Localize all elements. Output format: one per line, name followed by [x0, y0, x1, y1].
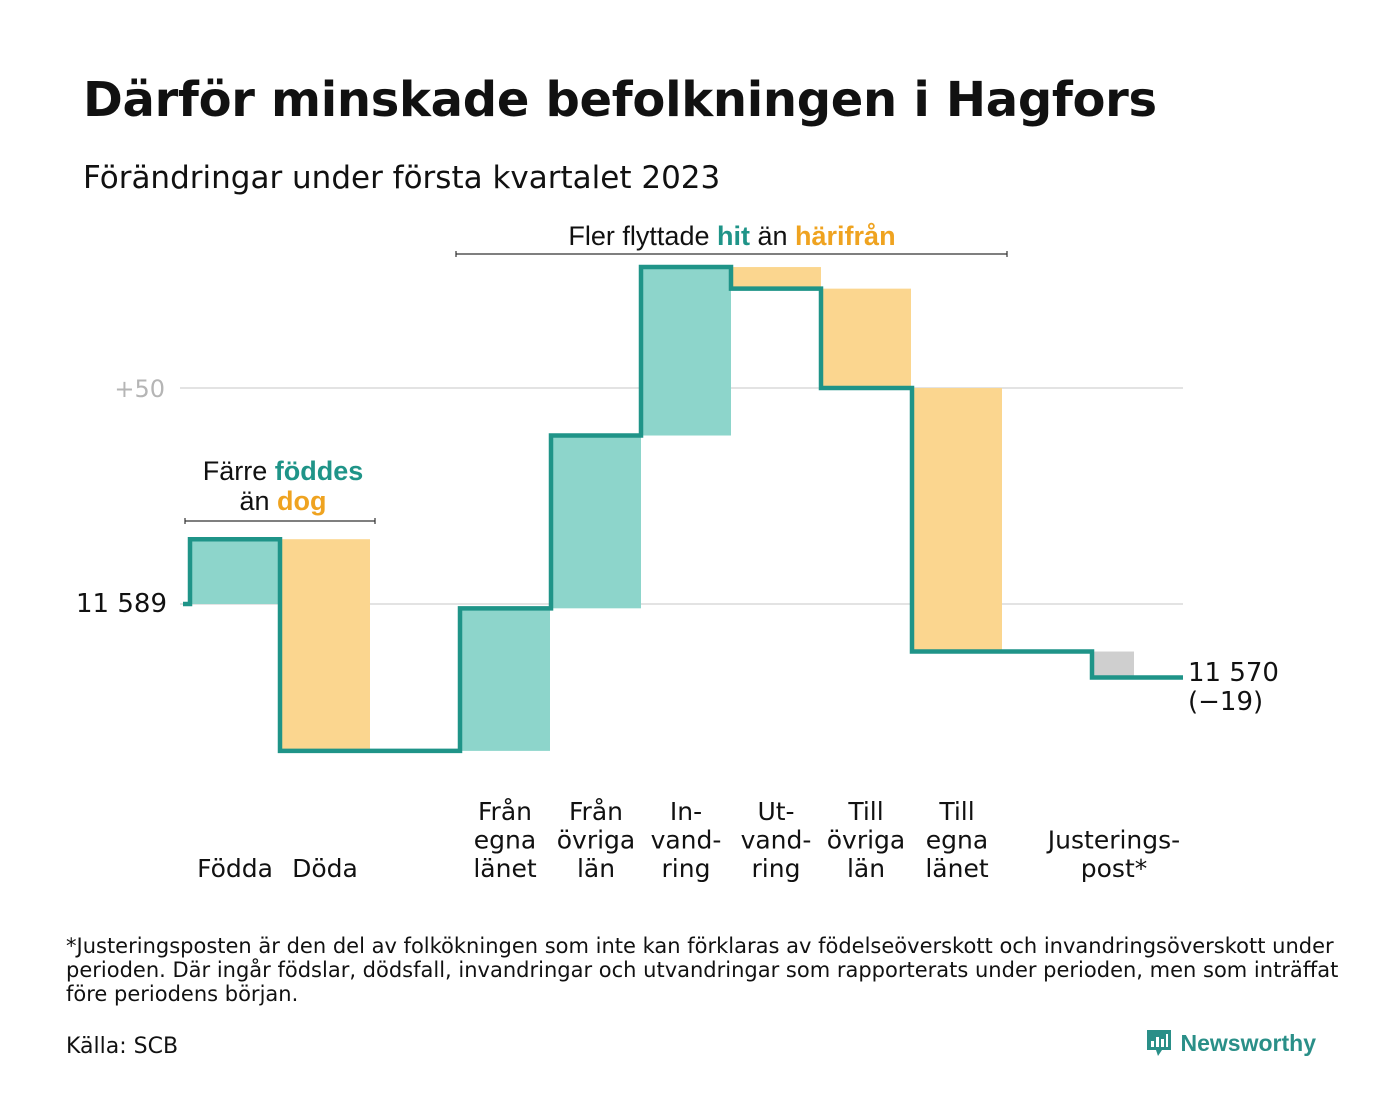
waterfall-bar: [551, 435, 641, 609]
category-label: post*: [1081, 854, 1148, 883]
category-label: egna: [926, 826, 988, 855]
category-label: Från: [569, 797, 623, 826]
natural-change-annotation: Färre föddes än dog: [183, 456, 383, 516]
waterfall-bar: [190, 539, 280, 604]
newsworthy-logo-icon: [1146, 1030, 1171, 1056]
waterfall-bar: [731, 267, 821, 289]
migration-annotation: Fler flyttade hit än härifrån: [456, 221, 1008, 251]
category-label: vand-: [651, 826, 722, 855]
waterfall-bar: [641, 267, 731, 436]
end-change-label: (−19): [1188, 687, 1263, 717]
annotation-text: än: [749, 221, 796, 251]
category-label: ring: [662, 854, 711, 883]
category-label: Från: [478, 797, 532, 826]
waterfall-bar: [280, 539, 370, 751]
annotation-highlight-born: föddes: [274, 456, 364, 486]
chart-subtitle: Förändringar under första kvartalet 2023: [83, 160, 721, 196]
category-label: In-: [670, 797, 702, 826]
annotation-highlight-hit: hit: [716, 221, 750, 251]
category-label: Ut-: [757, 797, 794, 826]
category-label: Födda: [197, 854, 273, 883]
category-label: Till: [847, 797, 883, 826]
brand[interactable]: Newsworthy: [1145, 1028, 1316, 1058]
category-label: Döda: [292, 854, 358, 883]
waterfall-bar: [460, 608, 550, 751]
start-value-label: 11 589: [76, 589, 167, 619]
category-label: ring: [752, 854, 801, 883]
category-label: länet: [473, 854, 536, 883]
category-label: egna: [474, 826, 536, 855]
category-label: Till: [938, 797, 974, 826]
category-label: övriga: [827, 826, 906, 855]
step-line: [183, 264, 1183, 754]
footnote: *Justeringsposten är den del av folkökni…: [66, 934, 1339, 1006]
brand-name: Newsworthy: [1180, 1029, 1316, 1056]
category-label: länet: [925, 854, 988, 883]
gridline-label: +50: [114, 375, 165, 403]
annotation-highlight-died: dog: [277, 486, 327, 516]
category-label: övriga: [557, 826, 636, 855]
waterfall-bar: [821, 288, 911, 388]
category-label: Justerings-: [1046, 826, 1180, 855]
annotation-text: Fler flyttade: [568, 221, 717, 251]
waterfall-bar: [1092, 651, 1134, 678]
end-value-label: 11 570: [1188, 658, 1279, 688]
category-label: län: [847, 854, 885, 883]
annotation-highlight-harifran: härifrån: [795, 221, 896, 251]
chart-title: Därför minskade befolkningen i Hagfors: [83, 72, 1157, 128]
category-label: vand-: [741, 826, 812, 855]
source-label: Källa: SCB: [66, 1034, 179, 1059]
waterfall-bar: [912, 388, 1002, 652]
annotation-text: än: [239, 486, 278, 516]
annotation-text: Färre: [202, 456, 275, 486]
category-label: län: [577, 854, 615, 883]
